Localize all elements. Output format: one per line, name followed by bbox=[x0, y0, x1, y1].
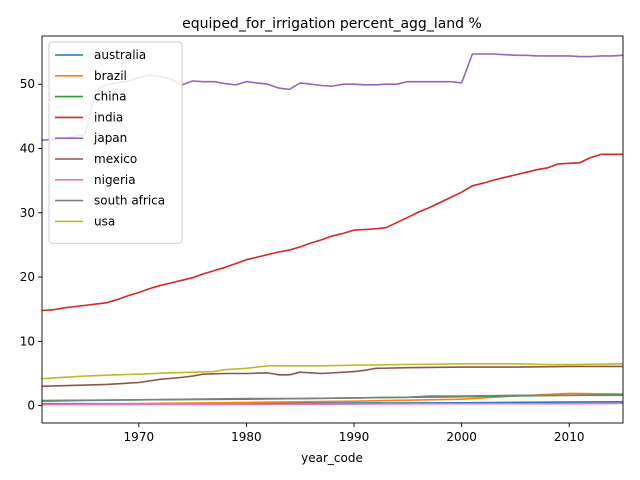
x-tick-label: 1970 bbox=[124, 430, 155, 444]
legend-label-japan: japan bbox=[93, 131, 127, 145]
y-tick-label: 20 bbox=[20, 270, 35, 284]
legend-label-mexico: mexico bbox=[94, 152, 137, 166]
legend-label-china: china bbox=[94, 90, 127, 104]
x-tick-label: 2010 bbox=[554, 430, 585, 444]
x-tick-label: 2000 bbox=[446, 430, 477, 444]
series-line-usa bbox=[42, 363, 623, 380]
x-tick-label: 1980 bbox=[231, 430, 262, 444]
legend-label-india: india bbox=[94, 110, 123, 124]
x-axis-ticks: 1970 1980 1990 2000 2010 bbox=[124, 423, 585, 444]
y-tick-label: 30 bbox=[20, 206, 35, 220]
series-line-brazil bbox=[42, 392, 623, 406]
x-axis-title: year_code bbox=[301, 451, 363, 465]
series-line-india bbox=[42, 153, 623, 312]
series-line-mexico bbox=[42, 365, 623, 388]
y-tick-label: 50 bbox=[20, 77, 35, 91]
series-layer bbox=[42, 53, 623, 406]
legend-label-south-africa: south africa bbox=[94, 194, 165, 208]
legend-label-australia: australia bbox=[94, 48, 146, 62]
y-tick-label: 40 bbox=[20, 142, 35, 156]
x-tick-label: 1990 bbox=[339, 430, 370, 444]
legend-label-usa: usa bbox=[94, 214, 115, 228]
chart-title: equiped_for_irrigation percent_agg_land … bbox=[182, 16, 482, 32]
series-line-nigeria bbox=[42, 402, 623, 406]
series-line-south-africa bbox=[42, 394, 623, 402]
legend: australia brazil china india japan mexico nige… bbox=[48, 41, 183, 244]
y-tick-label: 0 bbox=[27, 399, 35, 413]
legend-label-brazil: brazil bbox=[94, 69, 127, 83]
y-tick-label: 10 bbox=[20, 334, 35, 348]
plot-frame bbox=[41, 35, 624, 424]
legend-label-nigeria: nigeria bbox=[94, 173, 136, 187]
legend-box bbox=[48, 41, 183, 244]
plot-border bbox=[41, 35, 624, 424]
y-axis-ticks: 0 10 20 30 40 50 bbox=[20, 77, 42, 413]
